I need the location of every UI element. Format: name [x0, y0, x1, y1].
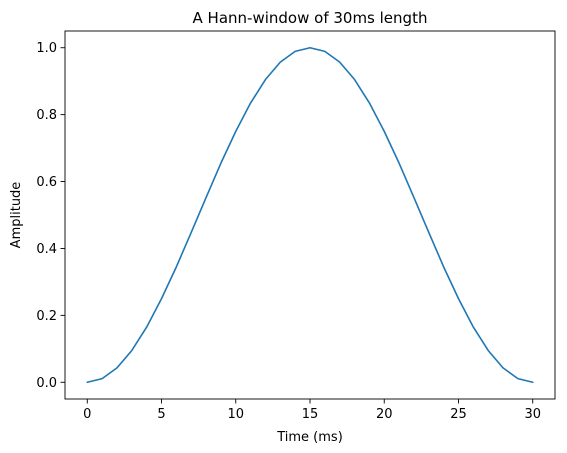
series-line-0	[86, 46, 534, 384]
y-tick-label: 0.8	[36, 108, 57, 123]
y-tick-label: 0.0	[36, 376, 57, 391]
y-tick-label: 0.6	[36, 175, 57, 190]
x-tick-label: 10	[227, 407, 244, 422]
chart-title: A Hann-window of 30ms length	[193, 9, 428, 27]
x-tick-label: 25	[450, 407, 467, 422]
y-axis-label: Amplitude	[9, 182, 24, 249]
y-tick-label: 0.4	[36, 242, 57, 257]
x-tick-label: 15	[302, 407, 319, 422]
x-tick-label: 0	[83, 407, 91, 422]
x-tick-label: 30	[524, 407, 541, 422]
y-tick-label: 1.0	[36, 41, 57, 56]
x-tick-label: 5	[157, 407, 165, 422]
plot-area: 0 5 10 15 20 25 30 0.0 0.2 0.4 0.6 0.8 1.0	[36, 30, 556, 422]
x-tick-label: 20	[376, 407, 393, 422]
y-tick-label: 0.2	[36, 309, 57, 324]
x-axis-label: Time (ms)	[276, 430, 343, 445]
